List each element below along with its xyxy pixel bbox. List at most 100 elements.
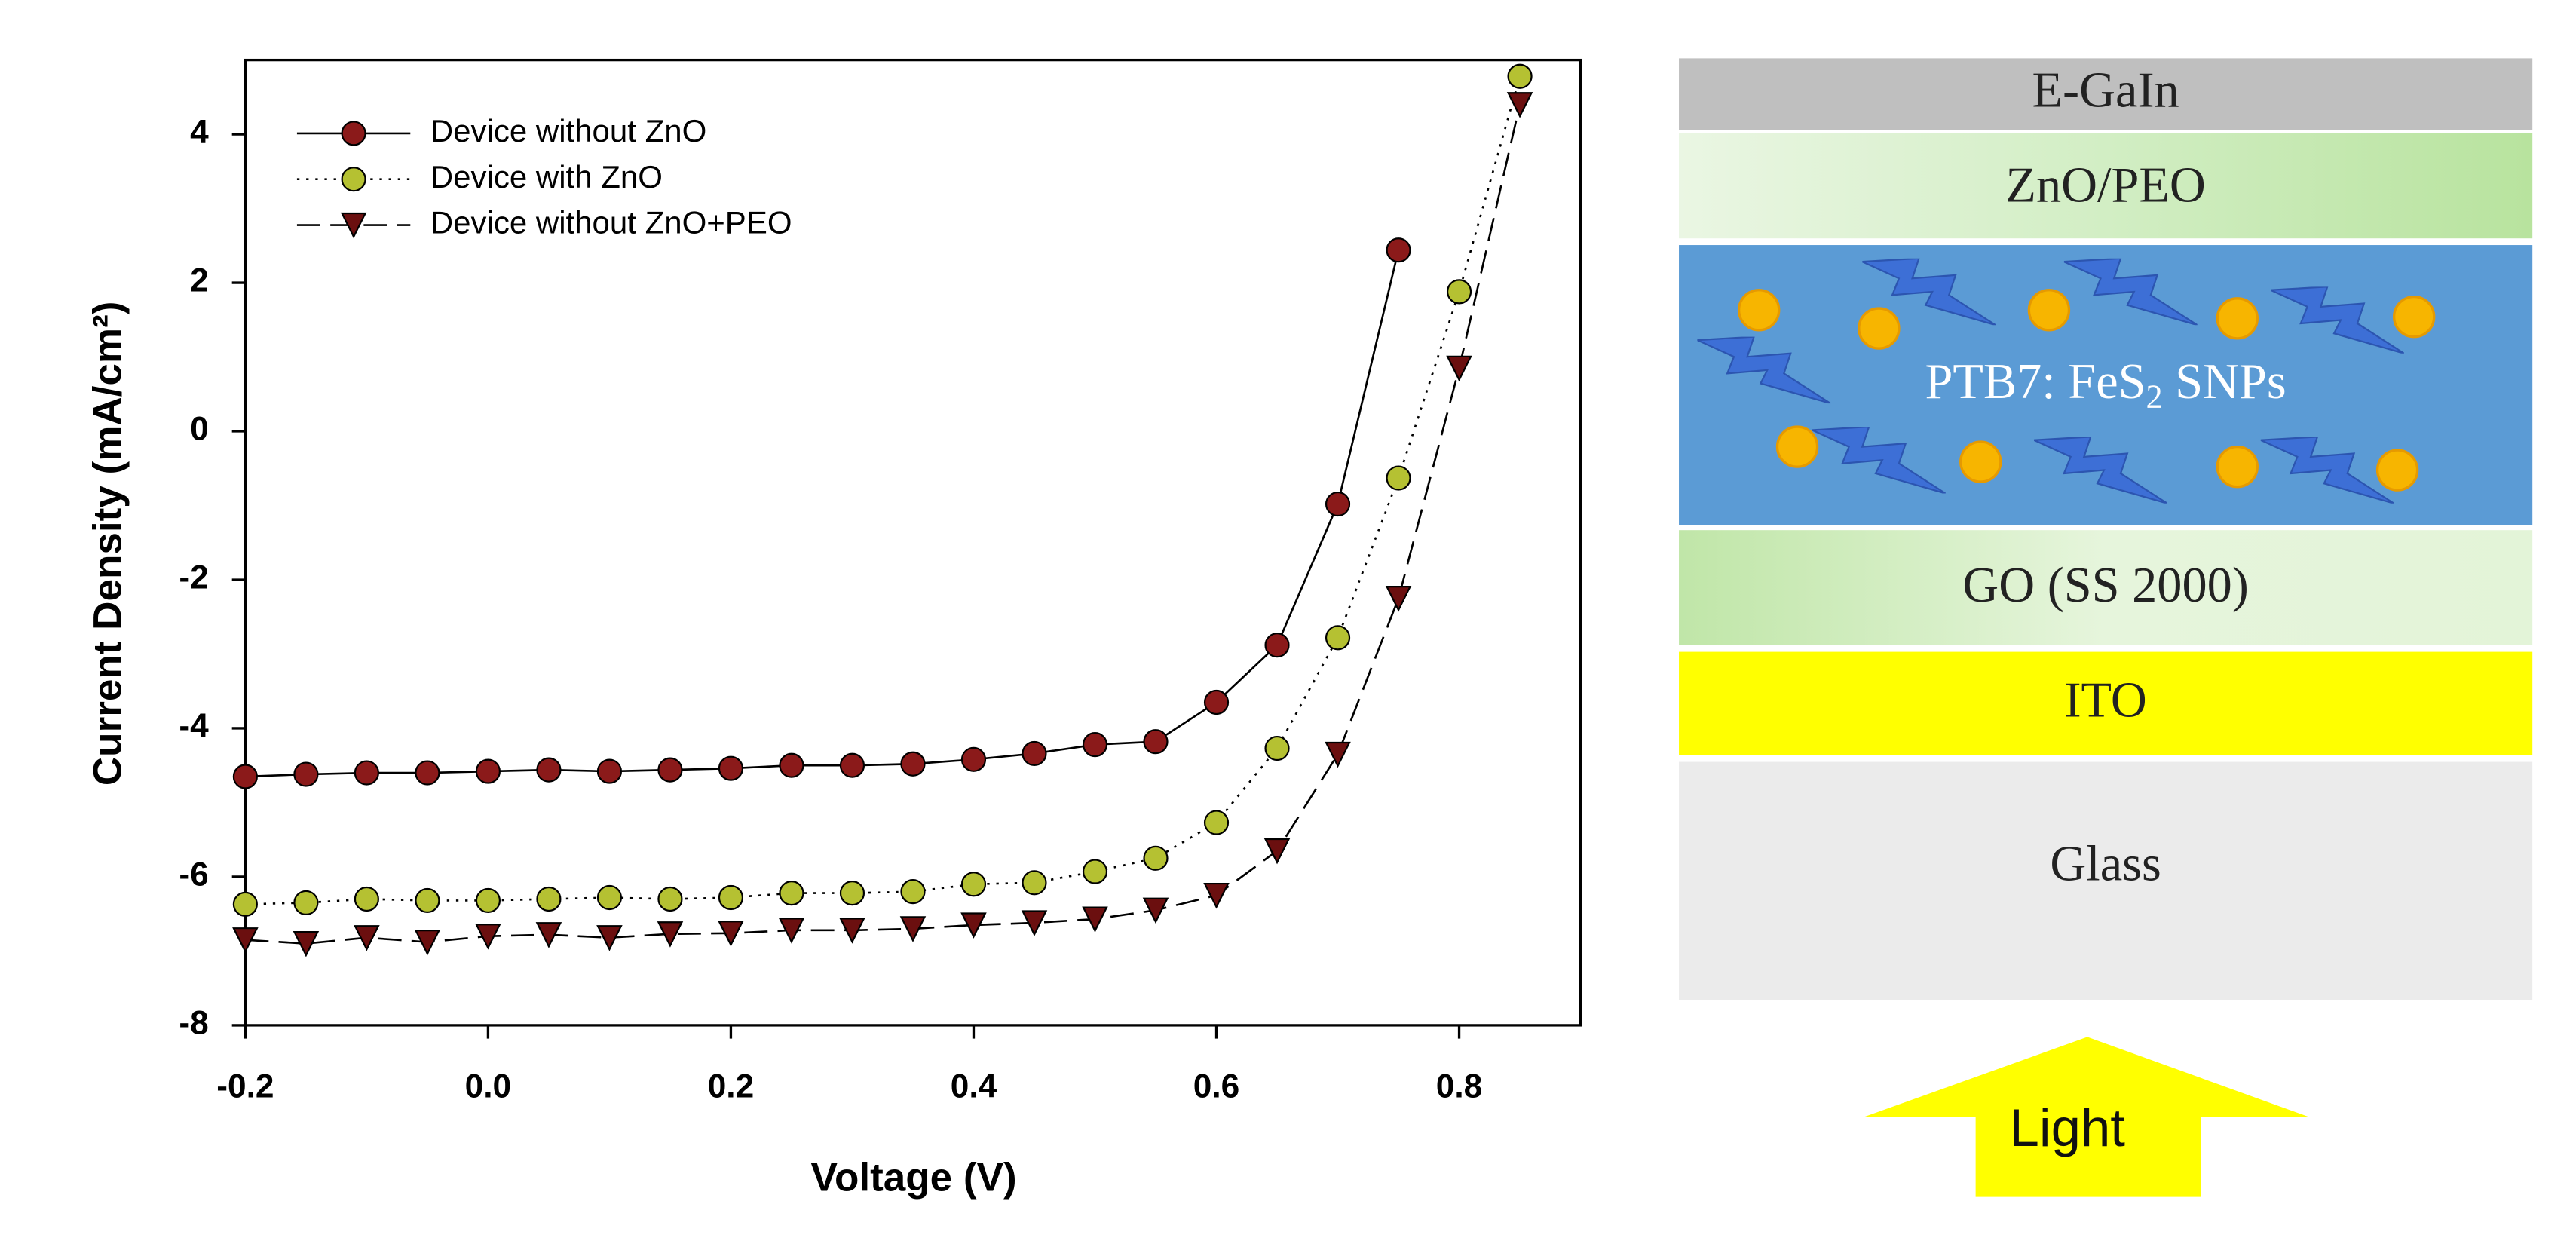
marker — [657, 757, 683, 783]
marker — [718, 755, 744, 781]
layer-label: GO (SS 2000) — [1962, 558, 2249, 613]
x-tick-label: 0.6 — [1193, 1068, 1239, 1105]
legend-label: Device without ZnO — [430, 113, 706, 149]
marker — [475, 758, 501, 784]
label-part: PTB7: FeS — [1925, 354, 2146, 409]
marker — [839, 918, 865, 944]
marker — [232, 891, 258, 917]
marker — [960, 746, 987, 772]
marker — [232, 764, 258, 789]
marker — [415, 887, 440, 914]
label-part: SNPs — [2163, 354, 2287, 409]
marker — [839, 881, 865, 906]
marker — [475, 887, 501, 914]
series — [232, 237, 1411, 789]
device-diagram: E-GaIn ZnO/PEO PTB7: FeS2 SNPs GO (SS 20… — [1679, 58, 2533, 1197]
layer-egain — [1679, 58, 2533, 130]
x-tick-label: 0.4 — [951, 1068, 997, 1105]
layer-glass — [1679, 761, 2533, 1000]
marker — [475, 924, 501, 950]
legend-marker — [341, 121, 366, 146]
y-tick-label: -2 — [179, 559, 208, 596]
marker — [293, 890, 319, 915]
marker — [1386, 465, 1411, 491]
y-tick-label: -6 — [179, 856, 208, 893]
marker — [232, 927, 259, 954]
x-tick-label: 0.2 — [708, 1068, 754, 1105]
marker — [1203, 689, 1230, 715]
marker — [718, 921, 744, 947]
nanoparticle — [1775, 425, 1819, 468]
marker — [1446, 279, 1472, 305]
series — [232, 92, 1533, 957]
marker — [1142, 897, 1169, 924]
marker — [960, 912, 987, 939]
marker — [596, 758, 623, 784]
marker — [536, 886, 562, 912]
x-tick-label: -0.2 — [216, 1068, 274, 1105]
y-axis-title: Current Density (mA/cm²) — [85, 302, 130, 786]
marker — [1446, 355, 1472, 382]
marker — [1325, 491, 1351, 517]
marker — [1325, 741, 1351, 768]
marker — [900, 751, 926, 777]
marker — [960, 872, 987, 897]
y-tick-label: 2 — [190, 262, 209, 299]
nanoparticle — [2375, 449, 2419, 492]
nanoparticle — [1959, 440, 2002, 483]
marker — [293, 761, 319, 787]
marker — [596, 925, 623, 951]
nanoparticle — [2216, 297, 2259, 340]
marker — [900, 879, 926, 905]
plot-frame — [244, 58, 1582, 1027]
marker — [536, 757, 562, 783]
marker — [1143, 729, 1169, 755]
series — [232, 63, 1533, 917]
jv-chart: Voltage (V) Current Density (mA/cm²) -8-… — [85, 58, 1582, 1200]
light-label: Light — [2010, 1098, 2126, 1157]
x-axis-title: Voltage (V) — [811, 1156, 1017, 1200]
marker — [1203, 810, 1230, 835]
marker — [535, 922, 562, 948]
legend-label: Device with ZnO — [430, 159, 663, 195]
nanoparticles — [1737, 289, 2436, 492]
marker — [1507, 63, 1533, 89]
legend-marker — [340, 212, 367, 239]
series-line — [245, 75, 1521, 905]
nanoparticle — [2027, 289, 2071, 332]
nanoparticle — [1737, 289, 1781, 332]
marker — [718, 884, 744, 911]
marker — [779, 752, 804, 778]
marker — [1386, 237, 1411, 263]
marker — [1264, 633, 1290, 658]
layer-go — [1679, 530, 2533, 645]
marker — [1385, 586, 1412, 612]
subscript: 2 — [2146, 378, 2163, 415]
layer-label: ZnO/PEO — [2005, 158, 2205, 213]
marker — [779, 881, 804, 906]
marker — [415, 760, 440, 786]
marker — [839, 752, 865, 778]
y-tick-label: -8 — [179, 1005, 208, 1042]
layer-label: E-GaIn — [2032, 63, 2179, 118]
layer-label: Glass — [2050, 836, 2161, 891]
marker — [1143, 845, 1169, 871]
x-tick-label: 0.8 — [1436, 1068, 1482, 1105]
marker — [657, 886, 683, 912]
marker — [1082, 732, 1108, 758]
marker — [1506, 92, 1533, 118]
x-tick-label: 0.0 — [465, 1068, 511, 1105]
layer-label: PTB7: FeS2 SNPs — [1925, 354, 2286, 415]
marker — [1264, 735, 1290, 761]
light-arrow — [1864, 1037, 2309, 1197]
layer-ito — [1679, 651, 2533, 755]
marker — [1203, 882, 1230, 909]
marker — [1021, 910, 1048, 936]
legend: Device without ZnO Device with ZnO Device … — [296, 113, 792, 241]
layer-zno-peo — [1679, 133, 2533, 239]
legend-label: Device without ZnO+PEO — [430, 205, 792, 241]
nanoparticle — [1858, 307, 1901, 350]
marker — [1082, 859, 1108, 884]
layer-label: ITO — [2064, 673, 2146, 728]
